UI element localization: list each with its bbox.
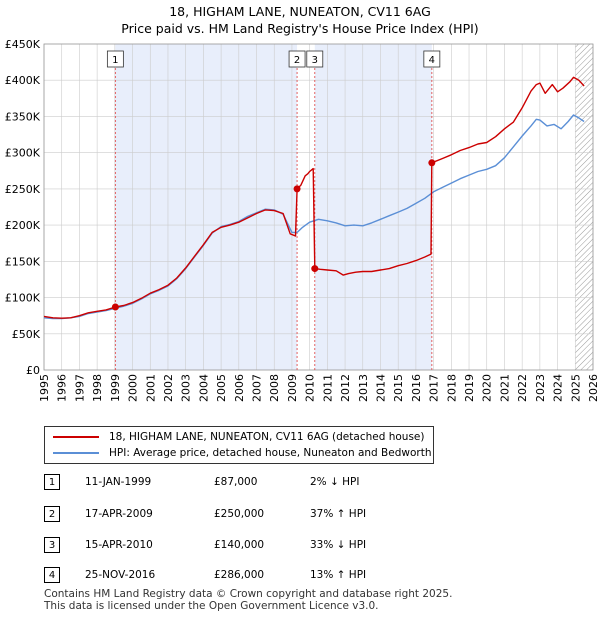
x-tick-label: 2010 xyxy=(304,374,317,402)
x-tick-label: 2024 xyxy=(552,374,565,402)
x-tick-label: 2004 xyxy=(197,374,210,402)
sale-hpi-relation: 37% ↑ HPI xyxy=(310,508,367,520)
x-tick-label: 2018 xyxy=(445,374,458,402)
sale-price: £140,000 xyxy=(214,539,265,551)
sale-point-2 xyxy=(293,185,301,193)
x-tick-label: 1997 xyxy=(73,374,86,402)
legend-swatch-property xyxy=(53,436,99,438)
footer-line-1: Contains HM Land Registry data © Crown c… xyxy=(44,588,453,600)
x-tick-label: 2025 xyxy=(569,374,582,402)
x-tick-label: 1996 xyxy=(56,374,69,402)
y-tick-label: £50K xyxy=(12,328,41,341)
y-tick-label: £400K xyxy=(5,74,41,87)
x-tick-label: 2021 xyxy=(498,374,511,402)
sale-label-4: 4 xyxy=(429,55,435,66)
sale-label-1: 1 xyxy=(112,55,118,66)
shaded-period-2 xyxy=(314,44,432,370)
x-tick-label: 2000 xyxy=(127,374,140,402)
x-tick-label: 1995 xyxy=(38,374,51,402)
legend-item-property: 18, HIGHAM LANE, NUNEATON, CV11 6AG (det… xyxy=(53,430,424,444)
x-tick-label: 2005 xyxy=(215,374,228,402)
x-tick-label: 2020 xyxy=(481,374,494,402)
x-tick-label: 2006 xyxy=(233,374,246,402)
x-tick-label: 2008 xyxy=(268,374,281,402)
sale-row-1: 1 11-JAN-1999 £87,000 2% ↓ HPI xyxy=(0,472,600,494)
x-tick-label: 2019 xyxy=(463,374,476,402)
x-tick-label: 2015 xyxy=(392,374,405,402)
sale-date: 17-APR-2009 xyxy=(85,508,153,520)
shaded-period-1 xyxy=(115,44,298,370)
y-tick-label: £200K xyxy=(5,219,41,232)
legend-item-hpi: HPI: Average price, detached house, Nune… xyxy=(53,446,431,460)
sale-row-2: 2 17-APR-2009 £250,000 37% ↑ HPI xyxy=(0,504,600,526)
x-tick-label: 2009 xyxy=(286,374,299,402)
sale-price: £87,000 xyxy=(214,476,258,488)
x-tick-label: 2014 xyxy=(374,374,387,402)
y-tick-label: £250K xyxy=(5,183,41,196)
sale-point-4 xyxy=(428,159,436,167)
sale-point-3 xyxy=(311,265,319,273)
sale-row-4: 4 25-NOV-2016 £286,000 13% ↑ HPI xyxy=(0,565,600,587)
footer-attribution: Contains HM Land Registry data © Crown c… xyxy=(44,588,452,612)
legend: 18, HIGHAM LANE, NUNEATON, CV11 6AG (det… xyxy=(44,426,434,464)
footer-line-2: This data is licensed under the Open Gov… xyxy=(44,600,379,612)
x-tick-label: 2002 xyxy=(162,374,175,402)
x-tick-label: 2013 xyxy=(357,374,370,402)
x-tick-label: 2001 xyxy=(144,374,157,402)
chart-title: 18, HIGHAM LANE, NUNEATON, CV11 6AG xyxy=(169,4,431,19)
legend-label-hpi: HPI: Average price, detached house, Nune… xyxy=(109,447,432,459)
x-tick-label: 2012 xyxy=(339,374,352,402)
price-chart: 1 2 3 4 £0 £50K £100K £150K £200K £250K £300K £350K… xyxy=(5,38,600,402)
sale-label-3: 3 xyxy=(312,55,318,66)
sale-label-2: 2 xyxy=(294,55,300,66)
sale-hpi-relation: 2% ↓ HPI xyxy=(310,476,360,488)
y-tick-label: £450K xyxy=(5,38,41,51)
sale-date: 15-APR-2010 xyxy=(85,539,153,551)
sale-number-badge: 4 xyxy=(44,567,60,583)
hatched-region xyxy=(575,44,593,370)
y-tick-label: £350K xyxy=(5,110,41,123)
x-tick-label: 2016 xyxy=(410,374,423,402)
x-tick-label: 1999 xyxy=(109,374,122,402)
sale-label-box-2 xyxy=(288,50,306,68)
sale-hpi-relation: 33% ↓ HPI xyxy=(310,539,367,551)
y-tick-label: £0 xyxy=(26,364,40,377)
x-tick-label: 2026 xyxy=(587,374,600,402)
x-tick-label: 2017 xyxy=(428,374,441,402)
sale-number-badge: 2 xyxy=(44,506,60,522)
legend-label-property: 18, HIGHAM LANE, NUNEATON, CV11 6AG (det… xyxy=(109,431,425,443)
sale-price: £286,000 xyxy=(214,569,265,581)
x-tick-label: 2011 xyxy=(321,374,334,402)
y-tick-label: £100K xyxy=(5,292,41,305)
x-tick-label: 2022 xyxy=(516,374,529,402)
sale-label-box-4 xyxy=(423,50,441,68)
sale-hpi-relation: 13% ↑ HPI xyxy=(310,569,367,581)
x-tick-label: 2023 xyxy=(534,374,547,402)
sale-number-badge: 3 xyxy=(44,537,60,553)
y-tick-label: £150K xyxy=(5,255,41,268)
sale-date: 25-NOV-2016 xyxy=(85,569,156,581)
x-tick-label: 1998 xyxy=(91,374,104,402)
x-tick-label: 2003 xyxy=(180,374,193,402)
legend-swatch-hpi xyxy=(53,452,99,454)
sale-row-3: 3 15-APR-2010 £140,000 33% ↓ HPI xyxy=(0,535,600,557)
sale-date: 11-JAN-1999 xyxy=(85,476,152,488)
sale-label-box-3 xyxy=(306,50,324,68)
y-tick-label: £300K xyxy=(5,147,41,160)
sale-label-box-1 xyxy=(106,50,124,68)
sale-price: £250,000 xyxy=(214,508,265,520)
plot-frame xyxy=(43,43,594,371)
chart-subtitle: Price paid vs. HM Land Registry's House … xyxy=(121,21,479,36)
sale-number-badge: 1 xyxy=(44,474,60,490)
x-tick-label: 2007 xyxy=(251,374,264,402)
sale-point-1 xyxy=(111,303,119,311)
